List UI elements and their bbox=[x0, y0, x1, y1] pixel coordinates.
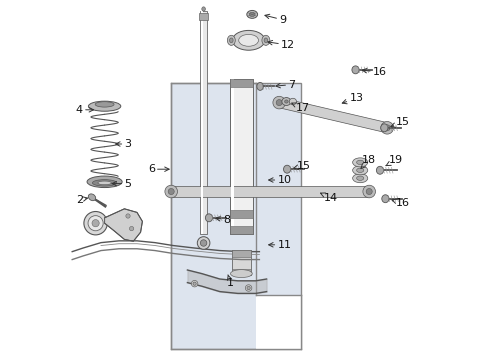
Bar bbox=[200, 11, 207, 234]
Text: 16: 16 bbox=[392, 198, 410, 208]
Ellipse shape bbox=[84, 212, 107, 235]
Text: 7: 7 bbox=[276, 80, 295, 90]
Text: 19: 19 bbox=[386, 155, 403, 166]
Text: 17: 17 bbox=[292, 103, 310, 113]
Ellipse shape bbox=[376, 166, 384, 174]
Text: 18: 18 bbox=[361, 155, 376, 168]
Ellipse shape bbox=[247, 287, 250, 289]
Text: 6: 6 bbox=[148, 164, 169, 174]
Ellipse shape bbox=[87, 176, 122, 188]
Ellipse shape bbox=[352, 66, 359, 74]
Ellipse shape bbox=[284, 165, 291, 173]
Bar bbox=[231, 250, 251, 275]
Ellipse shape bbox=[357, 160, 364, 165]
Ellipse shape bbox=[357, 168, 364, 172]
Text: 9: 9 bbox=[265, 14, 286, 25]
Ellipse shape bbox=[273, 96, 286, 109]
Bar bbox=[230, 226, 253, 234]
Ellipse shape bbox=[193, 282, 196, 285]
Bar bbox=[230, 79, 253, 234]
Ellipse shape bbox=[289, 98, 296, 105]
Text: 15: 15 bbox=[391, 117, 410, 127]
Ellipse shape bbox=[382, 195, 389, 203]
Bar bbox=[199, 13, 208, 20]
Bar bbox=[171, 83, 301, 349]
Ellipse shape bbox=[230, 270, 252, 278]
Ellipse shape bbox=[239, 35, 259, 46]
Ellipse shape bbox=[249, 12, 255, 17]
Bar bbox=[231, 250, 251, 257]
Bar bbox=[201, 11, 203, 234]
Polygon shape bbox=[278, 98, 389, 133]
Ellipse shape bbox=[192, 280, 198, 287]
Text: 10: 10 bbox=[269, 175, 292, 185]
Bar bbox=[230, 79, 253, 87]
Bar bbox=[231, 79, 234, 234]
Polygon shape bbox=[171, 186, 369, 197]
Ellipse shape bbox=[165, 185, 177, 198]
Text: 14: 14 bbox=[320, 193, 338, 203]
Ellipse shape bbox=[200, 240, 207, 246]
Ellipse shape bbox=[168, 189, 174, 194]
Ellipse shape bbox=[276, 100, 282, 105]
Bar bbox=[256, 295, 301, 349]
Text: 15: 15 bbox=[294, 161, 311, 171]
Ellipse shape bbox=[353, 174, 368, 183]
Text: 13: 13 bbox=[342, 93, 364, 104]
Ellipse shape bbox=[227, 35, 235, 45]
Ellipse shape bbox=[205, 214, 213, 222]
Text: 8: 8 bbox=[216, 215, 230, 225]
Ellipse shape bbox=[247, 10, 258, 18]
Ellipse shape bbox=[381, 122, 393, 134]
Ellipse shape bbox=[197, 237, 210, 249]
Ellipse shape bbox=[264, 38, 268, 43]
Ellipse shape bbox=[93, 180, 117, 186]
Ellipse shape bbox=[229, 38, 233, 43]
Ellipse shape bbox=[381, 124, 388, 132]
Ellipse shape bbox=[282, 98, 291, 105]
Ellipse shape bbox=[245, 285, 252, 291]
Ellipse shape bbox=[363, 185, 375, 198]
Bar bbox=[231, 269, 251, 275]
Ellipse shape bbox=[126, 214, 130, 218]
Bar bbox=[230, 210, 253, 218]
Text: 3: 3 bbox=[116, 139, 131, 149]
Ellipse shape bbox=[202, 7, 205, 11]
Ellipse shape bbox=[366, 189, 372, 194]
Text: 1: 1 bbox=[227, 275, 234, 288]
Ellipse shape bbox=[95, 102, 114, 107]
Ellipse shape bbox=[353, 166, 368, 175]
Polygon shape bbox=[104, 209, 143, 241]
Ellipse shape bbox=[257, 82, 263, 90]
Ellipse shape bbox=[232, 31, 265, 50]
Ellipse shape bbox=[88, 194, 96, 201]
Ellipse shape bbox=[92, 220, 99, 227]
Ellipse shape bbox=[262, 35, 270, 45]
Ellipse shape bbox=[353, 158, 368, 167]
Text: 4: 4 bbox=[76, 105, 94, 115]
Ellipse shape bbox=[357, 176, 364, 180]
Text: 12: 12 bbox=[268, 40, 295, 50]
Ellipse shape bbox=[129, 226, 134, 231]
Text: 11: 11 bbox=[269, 240, 292, 250]
Ellipse shape bbox=[285, 100, 288, 103]
Ellipse shape bbox=[88, 101, 121, 111]
Text: 16: 16 bbox=[362, 67, 387, 77]
Ellipse shape bbox=[384, 125, 390, 131]
Ellipse shape bbox=[88, 216, 103, 231]
Text: 2: 2 bbox=[76, 195, 88, 205]
Ellipse shape bbox=[98, 181, 111, 185]
Text: 5: 5 bbox=[112, 179, 131, 189]
